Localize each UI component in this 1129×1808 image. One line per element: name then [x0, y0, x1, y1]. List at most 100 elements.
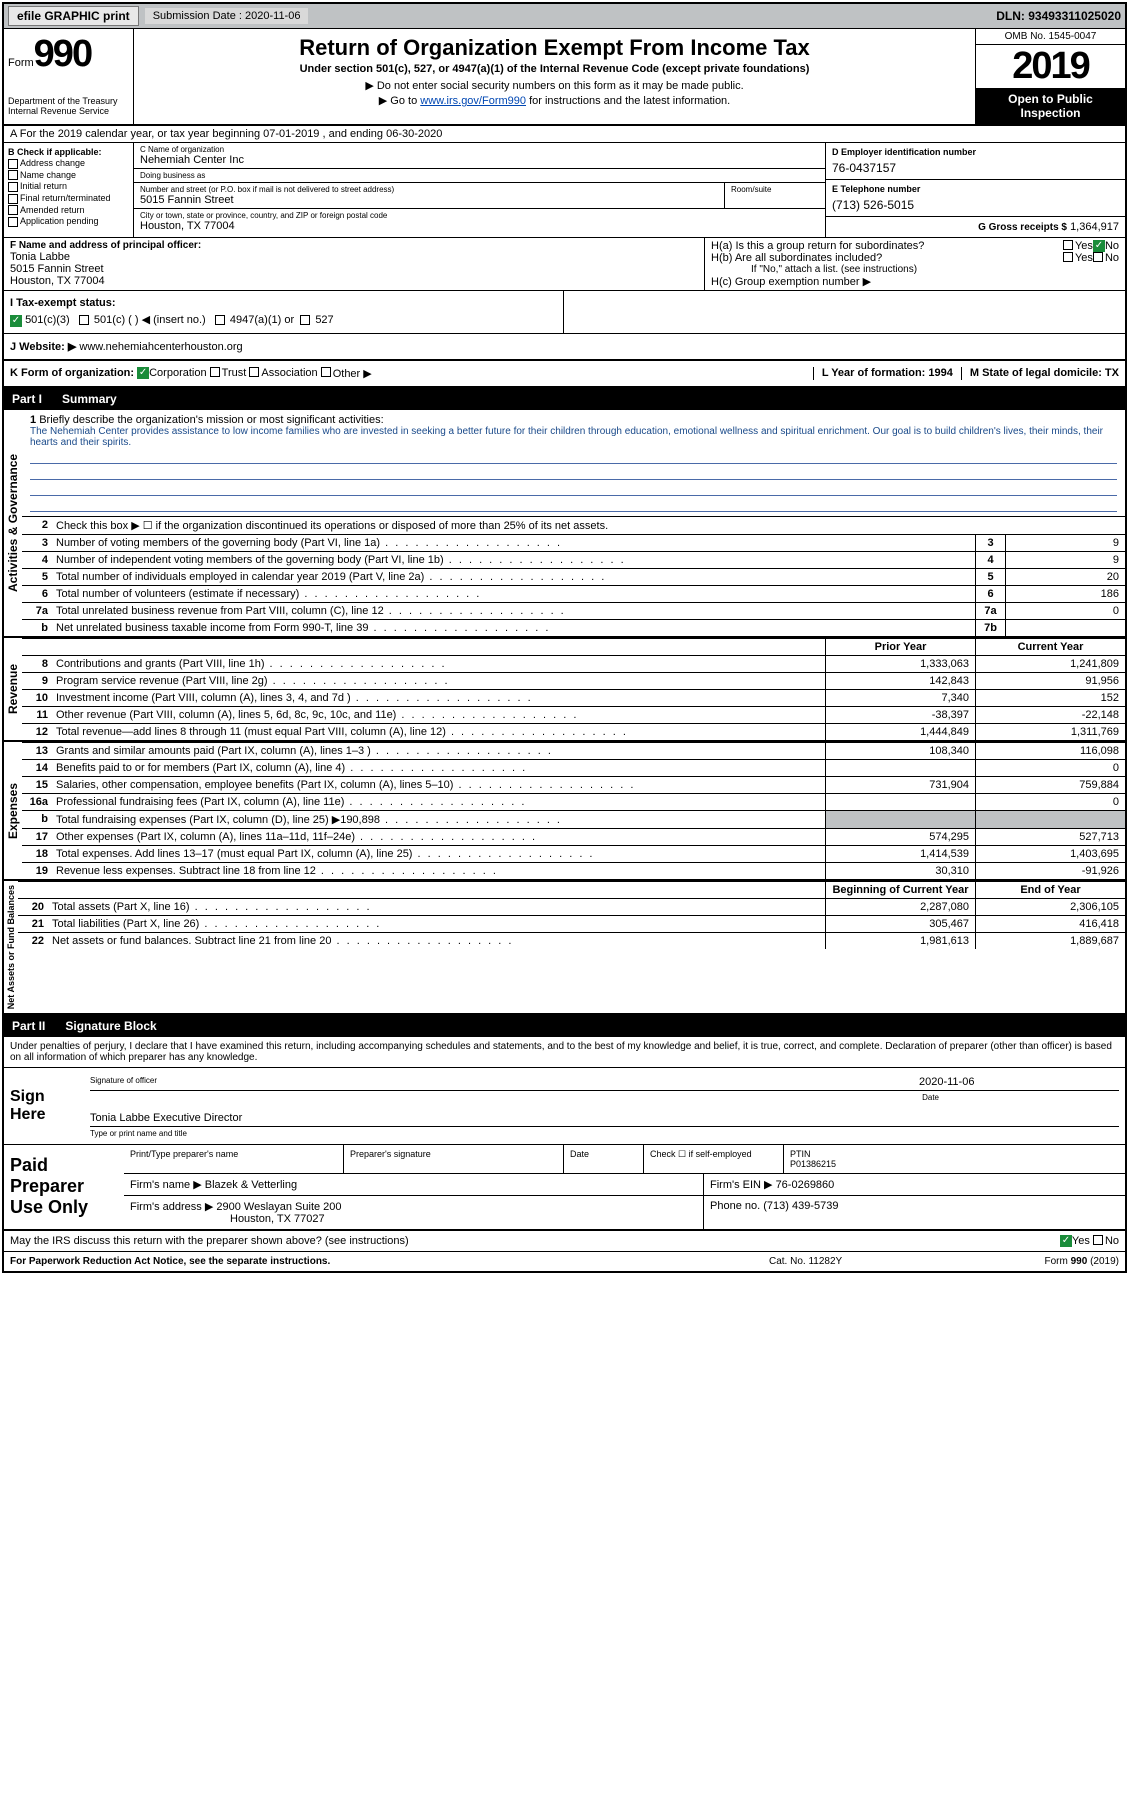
- paid-preparer: Paid Preparer Use Only Print/Type prepar…: [4, 1145, 1125, 1231]
- gross-val: 1,364,917: [1070, 221, 1119, 233]
- hc-label: H(c) Group exemption number ▶: [711, 275, 1119, 288]
- discuss-yes-checked: ✓: [1060, 1235, 1072, 1247]
- header: Form990 Department of the Treasury Inter…: [4, 29, 1125, 126]
- footer: For Paperwork Reduction Act Notice, see …: [4, 1252, 1125, 1271]
- sig-name: Tonia Labbe Executive Director: [90, 1112, 242, 1124]
- table-row: 18Total expenses. Add lines 13–17 (must …: [22, 845, 1125, 862]
- firm-addr2: Houston, TX 77027: [130, 1213, 697, 1225]
- chk-address-change[interactable]: Address change: [8, 158, 129, 169]
- table-row: 13Grants and similar amounts paid (Part …: [22, 742, 1125, 759]
- addr-row: Number and street (or P.O. box if mail i…: [134, 183, 825, 209]
- subtitle-1: Under section 501(c), 527, or 4947(a)(1)…: [140, 63, 969, 75]
- city: Houston, TX 77004: [140, 220, 819, 232]
- street-label: Number and street (or P.O. box if mail i…: [140, 185, 718, 194]
- hb-label: H(b) Are all subordinates included?: [711, 252, 1063, 264]
- part1-header: Part I Summary: [4, 388, 1125, 410]
- gov-section: Activities & Governance 1 Briefly descri…: [4, 410, 1125, 638]
- mission-text: The Nehemiah Center provides assistance …: [30, 426, 1117, 448]
- status-row: I Tax-exempt status: ✓ 501(c)(3) 501(c) …: [4, 291, 1125, 334]
- mission: 1 Briefly describe the organization's mi…: [22, 410, 1125, 516]
- website-row: J Website: ▶ www.nehemiahcenterhouston.o…: [4, 334, 1125, 361]
- exp-section: Expenses 13Grants and similar amounts pa…: [4, 742, 1125, 881]
- dba-label: Doing business as: [140, 171, 819, 180]
- table-row: 17Other expenses (Part IX, column (A), l…: [22, 828, 1125, 845]
- firm-addr1: 2900 Weslayan Suite 200: [216, 1201, 341, 1213]
- na-section: Net Assets or Fund Balances Beginning of…: [4, 881, 1125, 1015]
- col-b: B Check if applicable: Address change Na…: [4, 143, 134, 237]
- dept: Department of the Treasury Internal Reve…: [8, 96, 129, 116]
- phone: (713) 526-5015: [832, 198, 1119, 212]
- table-row: 20Total assets (Part X, line 16)2,287,08…: [18, 898, 1125, 915]
- sig-name-label: Type or print name and title: [90, 1129, 1119, 1138]
- 501c3-checked: ✓: [10, 315, 22, 327]
- gross-label: G Gross receipts $: [978, 222, 1067, 233]
- tax-year: 2019: [976, 45, 1125, 88]
- header-mid: Return of Organization Exempt From Incom…: [134, 29, 975, 124]
- phone-block: E Telephone number (713) 526-5015: [826, 180, 1125, 217]
- chk-final-return[interactable]: Final return/terminated: [8, 193, 129, 204]
- chk-initial-return[interactable]: Initial return: [8, 181, 129, 192]
- chk-app-pending[interactable]: Application pending: [8, 216, 129, 227]
- sig-date: 2020-11-06: [919, 1076, 1119, 1088]
- ein-block: D Employer identification number 76-0437…: [826, 143, 1125, 180]
- discuss-row: May the IRS discuss this return with the…: [4, 1231, 1125, 1252]
- table-row: 12Total revenue—add lines 8 through 11 (…: [22, 723, 1125, 740]
- prep-label: Paid Preparer Use Only: [4, 1145, 124, 1229]
- part2-header: Part II Signature Block: [4, 1015, 1125, 1037]
- col-b-label: B Check if applicable:: [8, 147, 129, 157]
- officer-name: Tonia Labbe: [10, 251, 698, 263]
- table-row: bNet unrelated business taxable income f…: [22, 619, 1125, 636]
- subtitle-3: ▶ Go to www.irs.gov/Form990 for instruct…: [140, 94, 969, 107]
- footer-cat: Cat. No. 11282Y: [769, 1256, 969, 1267]
- na-vert-label: Net Assets or Fund Balances: [4, 881, 18, 1013]
- table-row: 4Number of independent voting members of…: [22, 551, 1125, 568]
- topbar: efile GRAPHIC print Submission Date : 20…: [4, 4, 1125, 29]
- table-row: 19Revenue less expenses. Subtract line 1…: [22, 862, 1125, 879]
- table-row: 9Program service revenue (Part VIII, lin…: [22, 672, 1125, 689]
- status-right-spacer: [564, 291, 1125, 333]
- table-row: 10Investment income (Part VIII, column (…: [22, 689, 1125, 706]
- na-col-headers: Beginning of Current Year End of Year: [18, 881, 1125, 898]
- penalties: Under penalties of perjury, I declare th…: [4, 1037, 1125, 1068]
- irs-link[interactable]: www.irs.gov/Form990: [420, 95, 526, 107]
- prep-phone: (713) 439-5739: [763, 1200, 838, 1212]
- officer-addr1: 5015 Fannin Street: [10, 263, 698, 275]
- table-row: 21Total liabilities (Part X, line 26)305…: [18, 915, 1125, 932]
- row-a: A For the 2019 calendar year, or tax yea…: [4, 126, 1125, 143]
- exp-vert-label: Expenses: [4, 742, 22, 879]
- table-row: 8Contributions and grants (Part VIII, li…: [22, 655, 1125, 672]
- efile-button[interactable]: efile GRAPHIC print: [8, 6, 139, 26]
- form-number: 990: [34, 33, 91, 75]
- officer-addr2: Houston, TX 77004: [10, 275, 698, 287]
- h-block: H(a) Is this a group return for subordin…: [705, 238, 1125, 290]
- footer-left: For Paperwork Reduction Act Notice, see …: [10, 1256, 769, 1267]
- table-row: bTotal fundraising expenses (Part IX, co…: [22, 810, 1125, 828]
- table-row: 22Net assets or fund balances. Subtract …: [18, 932, 1125, 949]
- dba-block: Doing business as: [134, 169, 825, 183]
- fg-row: F Name and address of principal officer:…: [4, 238, 1125, 291]
- ha-no-checked: ✓: [1093, 240, 1105, 252]
- omb: OMB No. 1545-0047: [976, 29, 1125, 45]
- chk-name-change[interactable]: Name change: [8, 170, 129, 181]
- org-name-label: C Name of organization: [140, 145, 819, 154]
- main-grid: B Check if applicable: Address change Na…: [4, 143, 1125, 238]
- officer-label: F Name and address of principal officer:: [10, 240, 698, 251]
- col-de: D Employer identification number 76-0437…: [825, 143, 1125, 237]
- header-left: Form990 Department of the Treasury Inter…: [4, 29, 134, 124]
- footer-right: Form 990 (2019): [969, 1256, 1119, 1267]
- subtitle-2: ▶ Do not enter social security numbers o…: [140, 79, 969, 92]
- table-row: 3Number of voting members of the governi…: [22, 534, 1125, 551]
- firm-name: Blazek & Vetterling: [205, 1179, 297, 1191]
- table-row: 15Salaries, other compensation, employee…: [22, 776, 1125, 793]
- klm-row: K Form of organization: ✓ Corporation Tr…: [4, 361, 1125, 388]
- table-row: 6Total number of volunteers (estimate if…: [22, 585, 1125, 602]
- state-domicile: M State of legal domicile: TX: [961, 367, 1119, 380]
- dln: DLN: 93493311025020: [996, 9, 1121, 23]
- org-name-block: C Name of organization Nehemiah Center I…: [134, 143, 825, 169]
- form-title: Return of Organization Exempt From Incom…: [140, 35, 969, 61]
- rev-vert-label: Revenue: [4, 638, 22, 740]
- sig-officer-label: Signature of officer: [90, 1076, 919, 1088]
- chk-amended[interactable]: Amended return: [8, 205, 129, 216]
- header-right: OMB No. 1545-0047 2019 Open to Public In…: [975, 29, 1125, 124]
- sign-here: Sign Here Signature of officer 2020-11-0…: [4, 1068, 1125, 1145]
